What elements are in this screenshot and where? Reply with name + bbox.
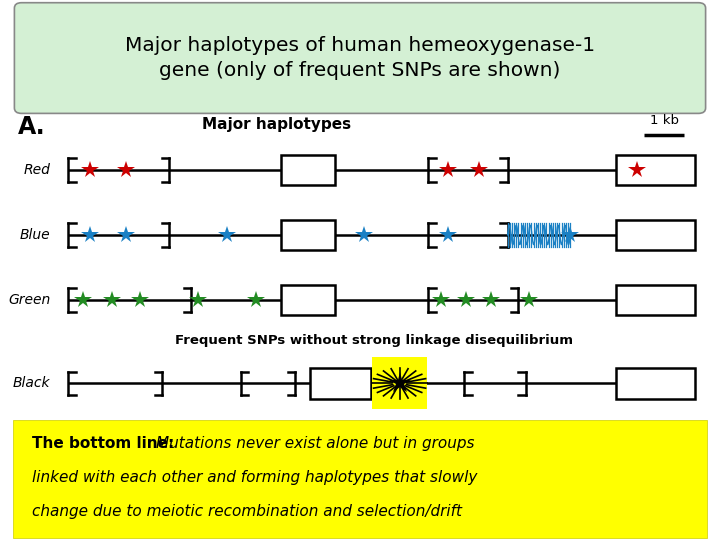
FancyBboxPatch shape xyxy=(14,3,706,113)
Text: Frequent SNPs without strong linkage disequilibrium: Frequent SNPs without strong linkage dis… xyxy=(176,334,573,347)
Text: linked with each other and forming haplotypes that slowly: linked with each other and forming haplo… xyxy=(32,470,478,485)
FancyBboxPatch shape xyxy=(13,420,707,538)
Bar xyxy=(616,368,695,399)
Text: Red: Red xyxy=(24,163,50,177)
Text: 1 kb: 1 kb xyxy=(649,114,679,127)
Text: Mutations never exist alone but in groups: Mutations never exist alone but in group… xyxy=(156,436,474,451)
Bar xyxy=(310,368,371,399)
Bar xyxy=(281,285,335,315)
Bar xyxy=(616,220,695,250)
Bar xyxy=(616,155,695,185)
Text: Black: Black xyxy=(13,376,50,390)
Text: A.: A. xyxy=(18,115,45,139)
Text: Green: Green xyxy=(8,293,50,307)
Text: change due to meiotic recombination and selection/drift: change due to meiotic recombination and … xyxy=(32,504,462,519)
Text: The bottom line:: The bottom line: xyxy=(32,436,180,451)
Bar xyxy=(281,220,335,250)
Text: Major haplotypes of human hemeoxygenase-1
gene (only of frequent SNPs are shown): Major haplotypes of human hemeoxygenase-… xyxy=(125,36,595,80)
Bar xyxy=(616,285,695,315)
Bar xyxy=(281,155,335,185)
Bar xyxy=(372,357,427,409)
Text: Blue: Blue xyxy=(19,228,50,242)
Text: Major haplotypes: Major haplotypes xyxy=(202,117,351,132)
